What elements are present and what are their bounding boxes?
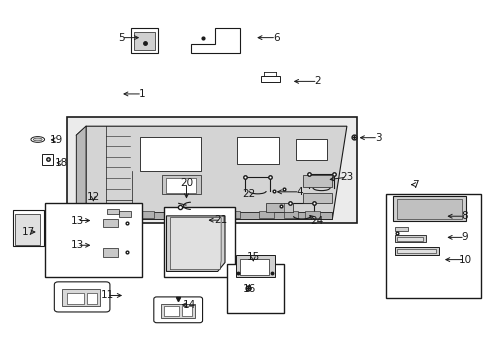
Bar xyxy=(62,289,100,306)
Bar xyxy=(87,293,97,304)
Text: 1: 1 xyxy=(139,89,145,99)
Bar xyxy=(303,175,331,187)
Text: 9: 9 xyxy=(461,232,467,242)
Polygon shape xyxy=(392,196,466,221)
Bar xyxy=(182,306,191,316)
Ellipse shape xyxy=(31,136,44,142)
Bar xyxy=(171,211,185,218)
Bar xyxy=(134,32,155,50)
Text: 6: 6 xyxy=(272,33,279,42)
Polygon shape xyxy=(170,218,221,270)
Polygon shape xyxy=(13,211,43,246)
Text: 15: 15 xyxy=(246,252,259,262)
Bar xyxy=(239,259,268,275)
Bar xyxy=(140,211,154,218)
Text: 16: 16 xyxy=(242,284,256,294)
Bar xyxy=(394,235,426,242)
Text: 24: 24 xyxy=(309,216,323,226)
Bar xyxy=(131,28,158,53)
Bar xyxy=(396,199,462,219)
Text: 17: 17 xyxy=(22,227,35,237)
Bar xyxy=(15,214,40,244)
Text: 4: 4 xyxy=(296,187,302,197)
Polygon shape xyxy=(86,212,331,220)
Bar xyxy=(303,193,331,203)
Bar xyxy=(163,207,234,277)
Bar xyxy=(42,154,53,165)
Bar xyxy=(260,76,280,82)
Text: 21: 21 xyxy=(214,215,227,225)
Bar xyxy=(394,227,407,231)
Text: 2: 2 xyxy=(314,76,320,86)
Text: 14: 14 xyxy=(183,300,196,310)
FancyBboxPatch shape xyxy=(154,297,202,323)
Polygon shape xyxy=(86,126,346,220)
Bar xyxy=(396,249,435,253)
Text: 10: 10 xyxy=(457,255,470,265)
Polygon shape xyxy=(76,126,86,220)
Text: 13: 13 xyxy=(70,240,84,250)
Polygon shape xyxy=(103,219,118,227)
Text: 19: 19 xyxy=(50,135,63,145)
Bar xyxy=(205,211,220,218)
Text: 23: 23 xyxy=(340,172,353,182)
Bar xyxy=(305,211,320,218)
Bar xyxy=(283,211,298,218)
Text: 22: 22 xyxy=(241,189,255,199)
Polygon shape xyxy=(190,28,239,53)
Bar xyxy=(235,255,274,277)
Bar xyxy=(161,175,200,194)
Polygon shape xyxy=(166,216,224,271)
Text: 18: 18 xyxy=(55,158,68,168)
Text: 8: 8 xyxy=(461,211,467,221)
Bar xyxy=(259,211,273,218)
Bar xyxy=(160,304,194,318)
Bar xyxy=(163,306,178,316)
Text: 13: 13 xyxy=(70,216,84,225)
Text: 5: 5 xyxy=(118,33,124,42)
FancyBboxPatch shape xyxy=(54,282,110,312)
Bar xyxy=(385,194,480,298)
Text: 20: 20 xyxy=(180,178,193,188)
Bar xyxy=(66,293,83,304)
Bar xyxy=(237,137,278,164)
Bar xyxy=(266,203,293,212)
Bar xyxy=(224,211,239,218)
Bar xyxy=(227,264,283,313)
Text: 12: 12 xyxy=(86,192,100,202)
Bar xyxy=(283,203,293,212)
Polygon shape xyxy=(103,248,118,257)
Text: 7: 7 xyxy=(411,180,418,190)
Polygon shape xyxy=(107,209,119,215)
Polygon shape xyxy=(119,211,131,217)
Bar xyxy=(394,247,438,255)
Ellipse shape xyxy=(33,138,42,141)
Text: 3: 3 xyxy=(374,133,381,143)
Bar xyxy=(166,178,195,193)
Bar xyxy=(140,137,200,171)
Bar xyxy=(396,237,423,240)
Text: 11: 11 xyxy=(100,291,113,301)
Bar xyxy=(66,117,356,223)
Bar xyxy=(44,203,142,277)
Bar xyxy=(295,139,327,160)
